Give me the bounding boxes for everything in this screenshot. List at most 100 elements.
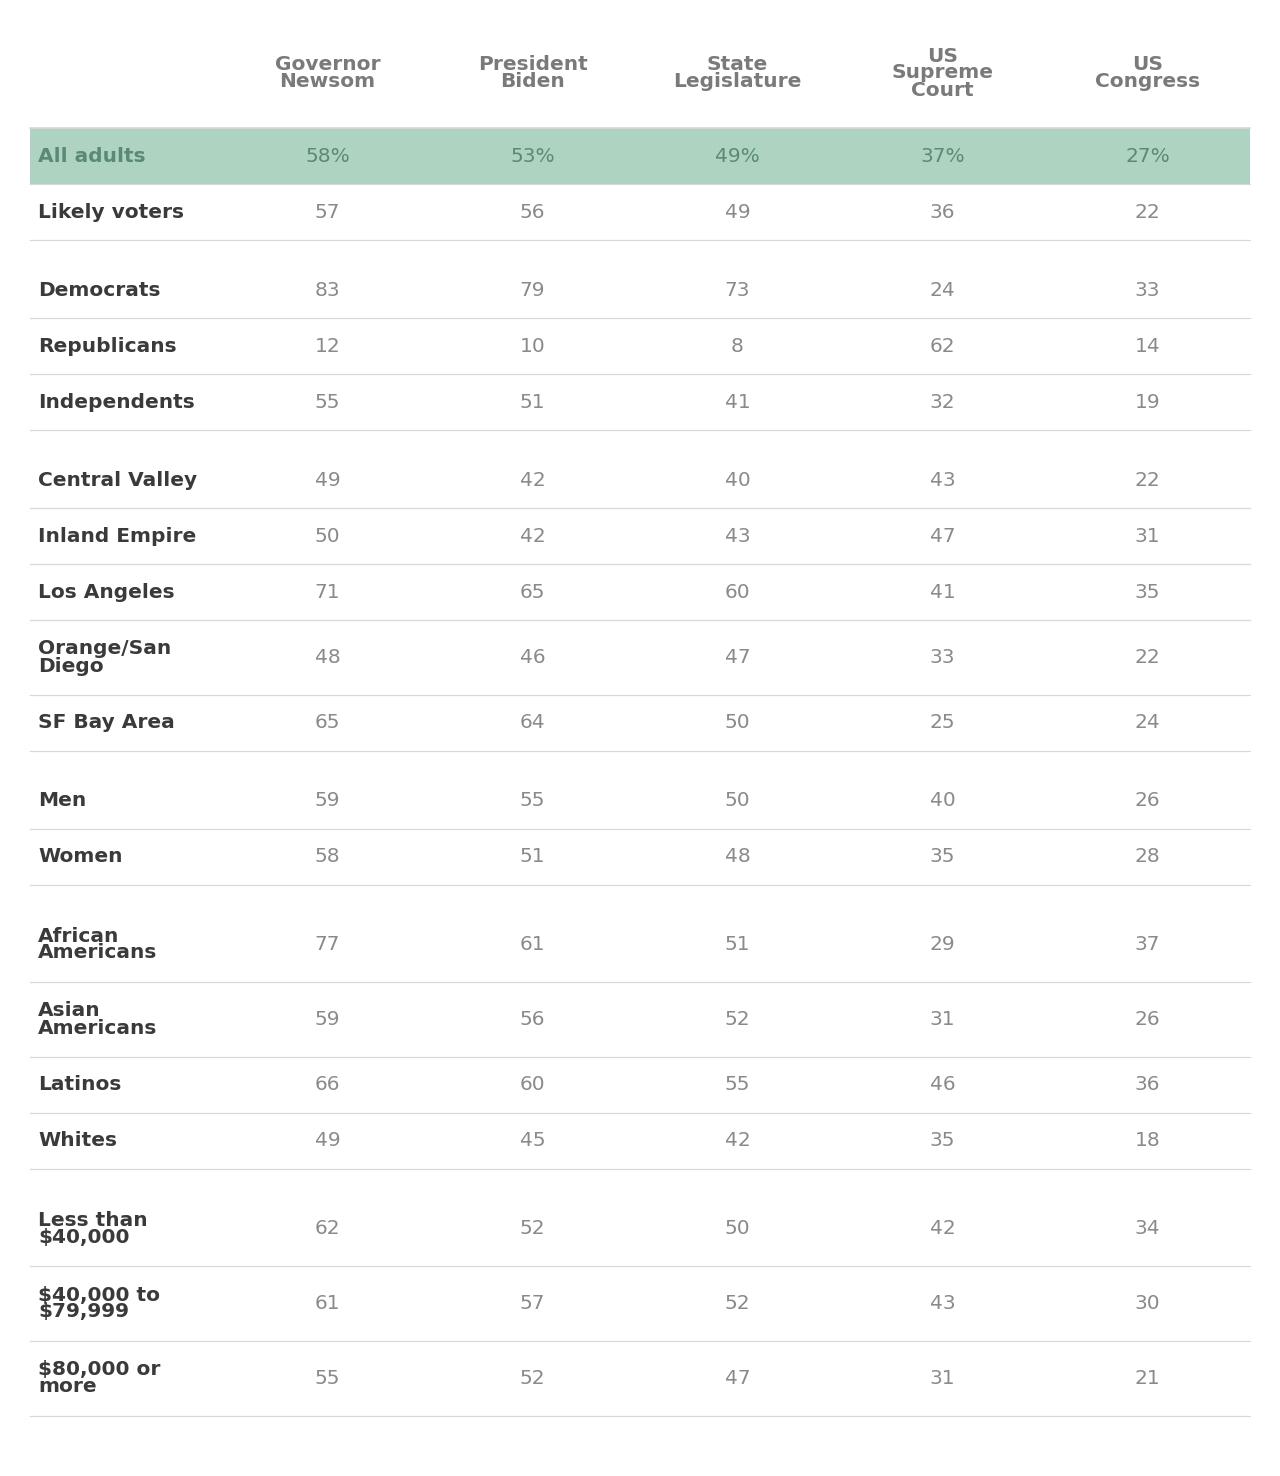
Text: 65: 65 (315, 713, 340, 732)
Text: Likely voters: Likely voters (38, 202, 184, 221)
Text: 49: 49 (724, 202, 750, 221)
Text: 47: 47 (929, 527, 955, 546)
Text: 65: 65 (520, 583, 545, 602)
Text: $40,000 to: $40,000 to (38, 1286, 160, 1305)
Text: Newsom: Newsom (279, 72, 375, 92)
Text: 29: 29 (929, 934, 955, 953)
Text: 26: 26 (1134, 791, 1160, 810)
Text: 10: 10 (520, 337, 545, 356)
Text: Asian: Asian (38, 1002, 101, 1020)
Text: 55: 55 (520, 791, 545, 810)
Text: 33: 33 (1135, 280, 1160, 300)
Text: 12: 12 (315, 337, 340, 356)
Text: 33: 33 (929, 648, 955, 667)
Text: 49%: 49% (716, 146, 760, 165)
Text: Diego: Diego (38, 657, 104, 676)
Text: 61: 61 (520, 934, 545, 953)
Text: 50: 50 (724, 791, 750, 810)
Text: Independents: Independents (38, 393, 195, 412)
Text: 53%: 53% (511, 146, 554, 165)
Text: President: President (477, 55, 588, 74)
Text: 61: 61 (315, 1294, 340, 1314)
Text: 57: 57 (520, 1294, 545, 1314)
Text: 27%: 27% (1125, 146, 1170, 165)
Text: 56: 56 (520, 202, 545, 221)
Text: 46: 46 (929, 1076, 955, 1095)
Text: Inland Empire: Inland Empire (38, 527, 196, 546)
Text: 45: 45 (520, 1132, 545, 1150)
Text: 62: 62 (315, 1219, 340, 1238)
Text: 60: 60 (520, 1076, 545, 1095)
Text: Supreme: Supreme (891, 63, 993, 83)
Text: 50: 50 (724, 713, 750, 732)
Text: 51: 51 (520, 847, 545, 866)
Text: 40: 40 (724, 471, 750, 490)
Text: 31: 31 (929, 1010, 955, 1029)
Text: 31: 31 (1134, 527, 1160, 546)
Text: $80,000 or: $80,000 or (38, 1361, 160, 1380)
Text: 77: 77 (315, 934, 340, 953)
Text: US: US (927, 47, 957, 65)
Text: 43: 43 (724, 527, 750, 546)
Text: 25: 25 (929, 713, 955, 732)
Text: Orange/San: Orange/San (38, 639, 172, 658)
Text: 52: 52 (724, 1010, 750, 1029)
Text: State: State (707, 55, 768, 74)
Text: Women: Women (38, 847, 123, 866)
Text: 49: 49 (315, 471, 340, 490)
Text: 66: 66 (315, 1076, 340, 1095)
Text: 30: 30 (1134, 1294, 1160, 1314)
Text: 73: 73 (724, 280, 750, 300)
Text: Americans: Americans (38, 1018, 157, 1038)
Text: 46: 46 (520, 648, 545, 667)
Text: 52: 52 (520, 1219, 545, 1238)
Text: 62: 62 (929, 337, 955, 356)
Text: 19: 19 (1134, 393, 1160, 412)
Text: Republicans: Republicans (38, 337, 177, 356)
Text: 50: 50 (724, 1219, 750, 1238)
Text: 22: 22 (1134, 471, 1161, 490)
Text: more: more (38, 1377, 96, 1396)
Text: 51: 51 (520, 393, 545, 412)
Text: 42: 42 (724, 1132, 750, 1150)
Text: 21: 21 (1134, 1370, 1161, 1387)
Text: 42: 42 (520, 527, 545, 546)
Text: 43: 43 (929, 1294, 955, 1314)
Text: 51: 51 (724, 934, 750, 953)
Text: 52: 52 (724, 1294, 750, 1314)
Text: US: US (1132, 55, 1164, 74)
Text: 41: 41 (929, 583, 955, 602)
Text: 40: 40 (929, 791, 955, 810)
Text: 64: 64 (520, 713, 545, 732)
Text: 35: 35 (1135, 583, 1160, 602)
Text: 55: 55 (315, 393, 340, 412)
Text: 41: 41 (724, 393, 750, 412)
Text: 47: 47 (724, 1370, 750, 1387)
Text: 55: 55 (724, 1076, 750, 1095)
Text: Americans: Americans (38, 943, 157, 962)
Text: 36: 36 (929, 202, 955, 221)
Text: Legislature: Legislature (673, 72, 801, 92)
Text: 28: 28 (1134, 847, 1161, 866)
Text: $40,000: $40,000 (38, 1228, 129, 1247)
Text: 42: 42 (929, 1219, 955, 1238)
Text: 43: 43 (929, 471, 955, 490)
Text: Congress: Congress (1094, 72, 1201, 92)
Text: 71: 71 (315, 583, 340, 602)
Text: All adults: All adults (38, 146, 146, 165)
Bar (29, 128, 1251, 184)
Text: 18: 18 (1134, 1132, 1161, 1150)
Text: SF Bay Area: SF Bay Area (38, 713, 175, 732)
Text: Biden: Biden (500, 72, 564, 92)
Text: 22: 22 (1134, 648, 1161, 667)
Text: 35: 35 (929, 847, 955, 866)
Text: 49: 49 (315, 1132, 340, 1150)
Text: 14: 14 (1134, 337, 1161, 356)
Text: Democrats: Democrats (38, 280, 160, 300)
Text: 48: 48 (724, 847, 750, 866)
Text: Los Angeles: Los Angeles (38, 583, 174, 602)
Text: Men: Men (38, 791, 86, 810)
Text: 8: 8 (731, 337, 744, 356)
Text: 26: 26 (1134, 1010, 1160, 1029)
Text: 48: 48 (315, 648, 340, 667)
